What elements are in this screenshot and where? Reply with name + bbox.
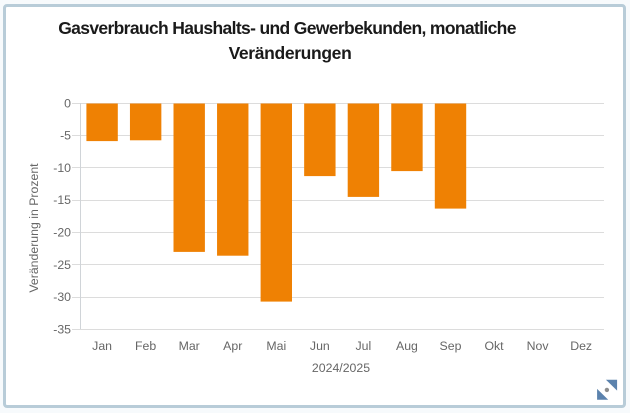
- svg-text:Jan: Jan: [92, 339, 112, 353]
- svg-text:Jul: Jul: [356, 339, 372, 353]
- svg-text:Apr: Apr: [223, 339, 242, 353]
- svg-text:Gasverbrauch Haushalts- und Ge: Gasverbrauch Haushalts- und Gewerbekunde…: [58, 18, 517, 38]
- svg-text:Mai: Mai: [266, 339, 286, 353]
- svg-text:Jun: Jun: [310, 339, 330, 353]
- svg-text:-5: -5: [60, 129, 71, 143]
- svg-text:Feb: Feb: [135, 339, 156, 353]
- svg-text:-35: -35: [53, 322, 71, 336]
- svg-text:Veränderungen: Veränderungen: [229, 43, 352, 63]
- svg-text:Aug: Aug: [396, 339, 418, 353]
- svg-text:-20: -20: [53, 226, 71, 240]
- svg-text:Dez: Dez: [570, 339, 592, 353]
- svg-text:Sep: Sep: [440, 339, 462, 353]
- svg-text:-25: -25: [53, 258, 71, 272]
- svg-text:Okt: Okt: [484, 339, 504, 353]
- svg-text:Veränderung in Prozent: Veränderung in Prozent: [27, 163, 41, 293]
- svg-text:-10: -10: [53, 161, 71, 175]
- svg-text:0: 0: [64, 96, 71, 110]
- svg-text:-30: -30: [53, 290, 71, 304]
- svg-text:Mar: Mar: [179, 339, 200, 353]
- svg-text:Nov: Nov: [527, 339, 550, 353]
- svg-text:-15: -15: [53, 193, 71, 207]
- svg-text:2024/2025: 2024/2025: [312, 361, 370, 375]
